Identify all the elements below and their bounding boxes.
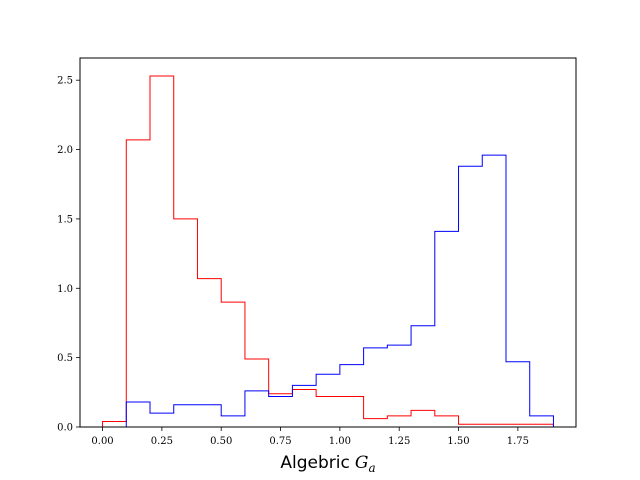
y-tick-label: 0.5 [57,353,73,364]
axes-frame [79,57,577,428]
x-tick-label: 0.75 [269,436,291,447]
x-tick-label: 0.00 [91,436,113,447]
y-tick-label: 0.0 [57,423,73,434]
x-tick-label: 1.25 [388,436,410,447]
x-axis-label-symbol: G [355,453,369,473]
x-tick-label: 0.25 [151,436,173,447]
histogram-series-1 [102,75,554,427]
y-tick-label: 1.5 [57,214,73,225]
x-tick-label: 0.50 [210,436,232,447]
x-axis-label-text: Algebric [280,453,349,473]
x-tick-label: 1.50 [447,436,469,447]
x-axis-label: Algebric Ga [280,453,375,475]
plot-area [102,75,554,428]
y-tick-label: 2.0 [57,145,73,156]
y-tick-label: 1.0 [57,284,73,295]
y-tick-label: 2.5 [57,76,73,87]
histogram-series-2 [102,154,554,428]
x-tick-label: 1.75 [507,436,529,447]
axis-ticks: 0.00 0.25 0.50 0.75 1.00 1.25 1.50 1.75 0.0 0.5 1.… [57,76,529,447]
x-tick-label: 1.00 [329,436,351,447]
x-axis-label-subscript: a [368,461,375,475]
